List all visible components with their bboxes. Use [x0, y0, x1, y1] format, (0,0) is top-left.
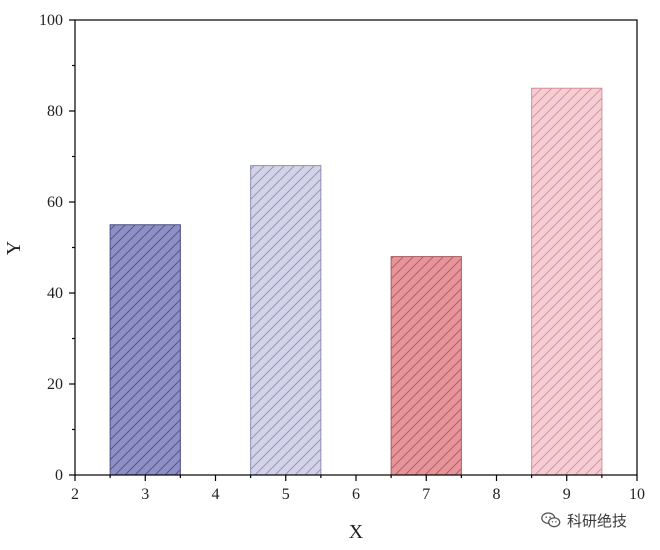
x-tick-label: 7	[422, 486, 430, 503]
y-tick-label: 20	[47, 376, 63, 393]
wechat-icon	[541, 512, 561, 528]
x-tick-label: 10	[629, 486, 645, 503]
bar-x-7	[390, 256, 462, 476]
x-tick-label: 6	[352, 486, 360, 503]
y-tick-label: 0	[55, 467, 63, 484]
bar-x-9	[531, 87, 603, 476]
watermark: 科研绝技	[540, 509, 627, 531]
x-tick-label: 5	[282, 486, 290, 503]
x-tick-label: 3	[141, 486, 149, 503]
y-axis-title: Y	[3, 241, 25, 255]
y-tick-label: 80	[47, 103, 63, 120]
x-tick-label: 8	[493, 486, 501, 503]
watermark-text: 科研绝技	[567, 511, 628, 530]
x-axis-title: X	[349, 521, 364, 543]
x-tick-label: 4	[212, 486, 220, 503]
bar-x-3	[109, 224, 181, 476]
y-tick-label: 40	[47, 285, 63, 302]
y-tick-label: 60	[47, 194, 63, 211]
bars-group	[109, 87, 603, 476]
bar-x-5	[250, 165, 322, 476]
x-tick-label: 2	[71, 486, 79, 503]
y-tick-label: 100	[39, 12, 63, 29]
x-tick-label: 9	[563, 486, 571, 503]
